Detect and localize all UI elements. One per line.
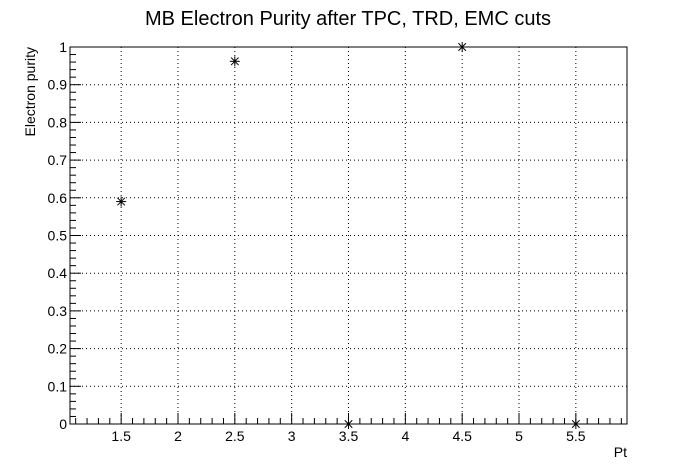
marker-stroke [117, 197, 126, 206]
y-axis-label: Electron purity [22, 47, 38, 136]
marker-stroke [230, 57, 239, 66]
y-tick-label: 0.9 [48, 77, 68, 93]
marker-stroke [571, 419, 580, 429]
y-tick-label: 0.8 [48, 114, 68, 130]
marker-stroke [344, 419, 353, 429]
minor-ticks [70, 54, 622, 424]
y-axis-ticks: 0 0.1 0.2 0.3 0.4 0.5 0.6 0.7 0.8 0.9 1 [48, 39, 81, 432]
marker-stroke [458, 42, 467, 52]
grid-lines [70, 46, 627, 425]
data-points [116, 42, 581, 429]
y-tick-label: 0.7 [48, 152, 68, 168]
x-tick-label: 4 [401, 428, 409, 444]
x-tick-label: 2.5 [225, 428, 245, 444]
y-tick-label: 1 [59, 39, 67, 55]
y-tick-label: 0.5 [48, 228, 68, 244]
x-tick-label: 3.5 [339, 428, 359, 444]
data-point [229, 56, 240, 67]
data-point [343, 419, 354, 429]
y-tick-label: 0.4 [48, 265, 68, 281]
data-point [116, 196, 127, 207]
x-tick-label: 4.5 [452, 428, 472, 444]
x-tick-label: 1.5 [111, 428, 131, 444]
y-tick-label: 0 [59, 416, 67, 432]
y-tick-label: 0.2 [48, 341, 68, 357]
data-point [457, 42, 468, 52]
x-tick-label: 5 [515, 428, 523, 444]
data-point [570, 419, 581, 429]
y-tick-label: 0.1 [48, 378, 68, 394]
chart-title: MB Electron Purity after TPC, TRD, EMC c… [145, 8, 551, 30]
x-tick-label: 3 [288, 428, 296, 444]
y-tick-label: 0.3 [48, 303, 68, 319]
x-tick-label: 2 [174, 428, 182, 444]
y-tick-label: 0.6 [48, 190, 68, 206]
x-axis-ticks: 1.5 2 2.5 3 3.5 4 4.5 5 5.5 [111, 413, 586, 444]
x-tick-label: 5.5 [566, 428, 586, 444]
x-axis-label: Pt [614, 444, 627, 460]
